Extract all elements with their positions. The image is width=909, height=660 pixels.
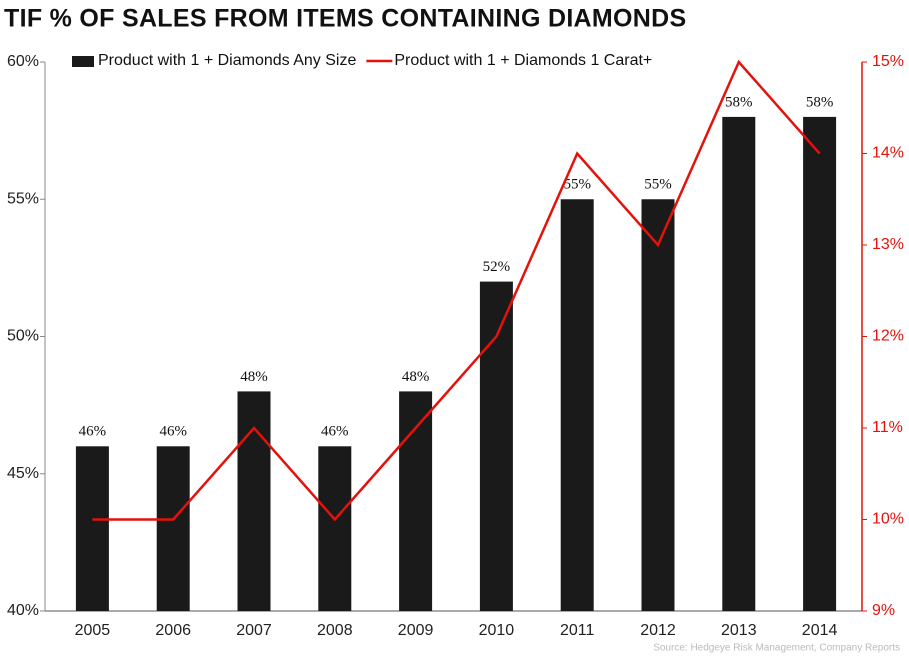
value-label: 48% — [240, 369, 268, 385]
line — [92, 59, 821, 522]
legend-swatch — [72, 56, 94, 67]
x-tick-label: 2005 — [75, 622, 111, 639]
x-tick-label: 2007 — [236, 622, 272, 639]
y-tick-label: 50% — [7, 328, 39, 345]
legend-label: Product with 1 + Diamonds Any Size — [98, 52, 356, 69]
x-tick-label: 2010 — [479, 622, 515, 639]
bar — [722, 116, 756, 612]
bar — [641, 199, 675, 611]
bar — [803, 116, 837, 612]
source-note: Source: Hedgeye Risk Management, Company… — [653, 643, 900, 654]
y-tick-label: 55% — [7, 190, 39, 207]
value-label: 46% — [321, 424, 349, 440]
y2-tick-label: 10% — [872, 511, 904, 528]
y2-tick-label: 11% — [872, 419, 903, 436]
value-label: 46% — [159, 424, 187, 440]
x-tick-label: 2006 — [155, 622, 191, 639]
bar — [560, 199, 594, 611]
value-label: 48% — [402, 369, 430, 385]
chart-title: TIF % OF SALES FROM ITEMS CONTAINING DIA… — [4, 5, 686, 33]
bar — [75, 446, 109, 611]
y2-tick-label: 15% — [872, 53, 904, 70]
x-tick-label: 2009 — [398, 622, 434, 639]
x-tick-label: 2008 — [317, 622, 353, 639]
y-tick-label: 60% — [7, 53, 39, 70]
x-tick-label: 2013 — [721, 622, 757, 639]
bar — [399, 391, 433, 611]
value-label: 58% — [725, 94, 753, 110]
y-tick-label: 45% — [7, 465, 39, 482]
value-label: 46% — [79, 424, 107, 440]
y-tick-label: 40% — [7, 602, 39, 619]
value-label: 55% — [644, 177, 672, 193]
value-label: 58% — [806, 94, 834, 110]
y2-tick-label: 9% — [872, 602, 895, 619]
y2-tick-label: 13% — [872, 236, 904, 253]
bar — [156, 446, 190, 611]
value-label: 52% — [483, 259, 511, 275]
bar — [237, 391, 271, 611]
y2-tick-label: 12% — [872, 328, 904, 345]
bar — [318, 446, 352, 611]
x-tick-label: 2011 — [560, 622, 595, 639]
legend-label: Product with 1 + Diamonds 1 Carat+ — [394, 52, 652, 69]
bar — [479, 281, 513, 611]
value-label: 55% — [563, 177, 591, 193]
x-tick-label: 2014 — [802, 622, 838, 639]
x-tick-label: 2012 — [640, 622, 676, 639]
y2-tick-label: 14% — [872, 145, 904, 162]
